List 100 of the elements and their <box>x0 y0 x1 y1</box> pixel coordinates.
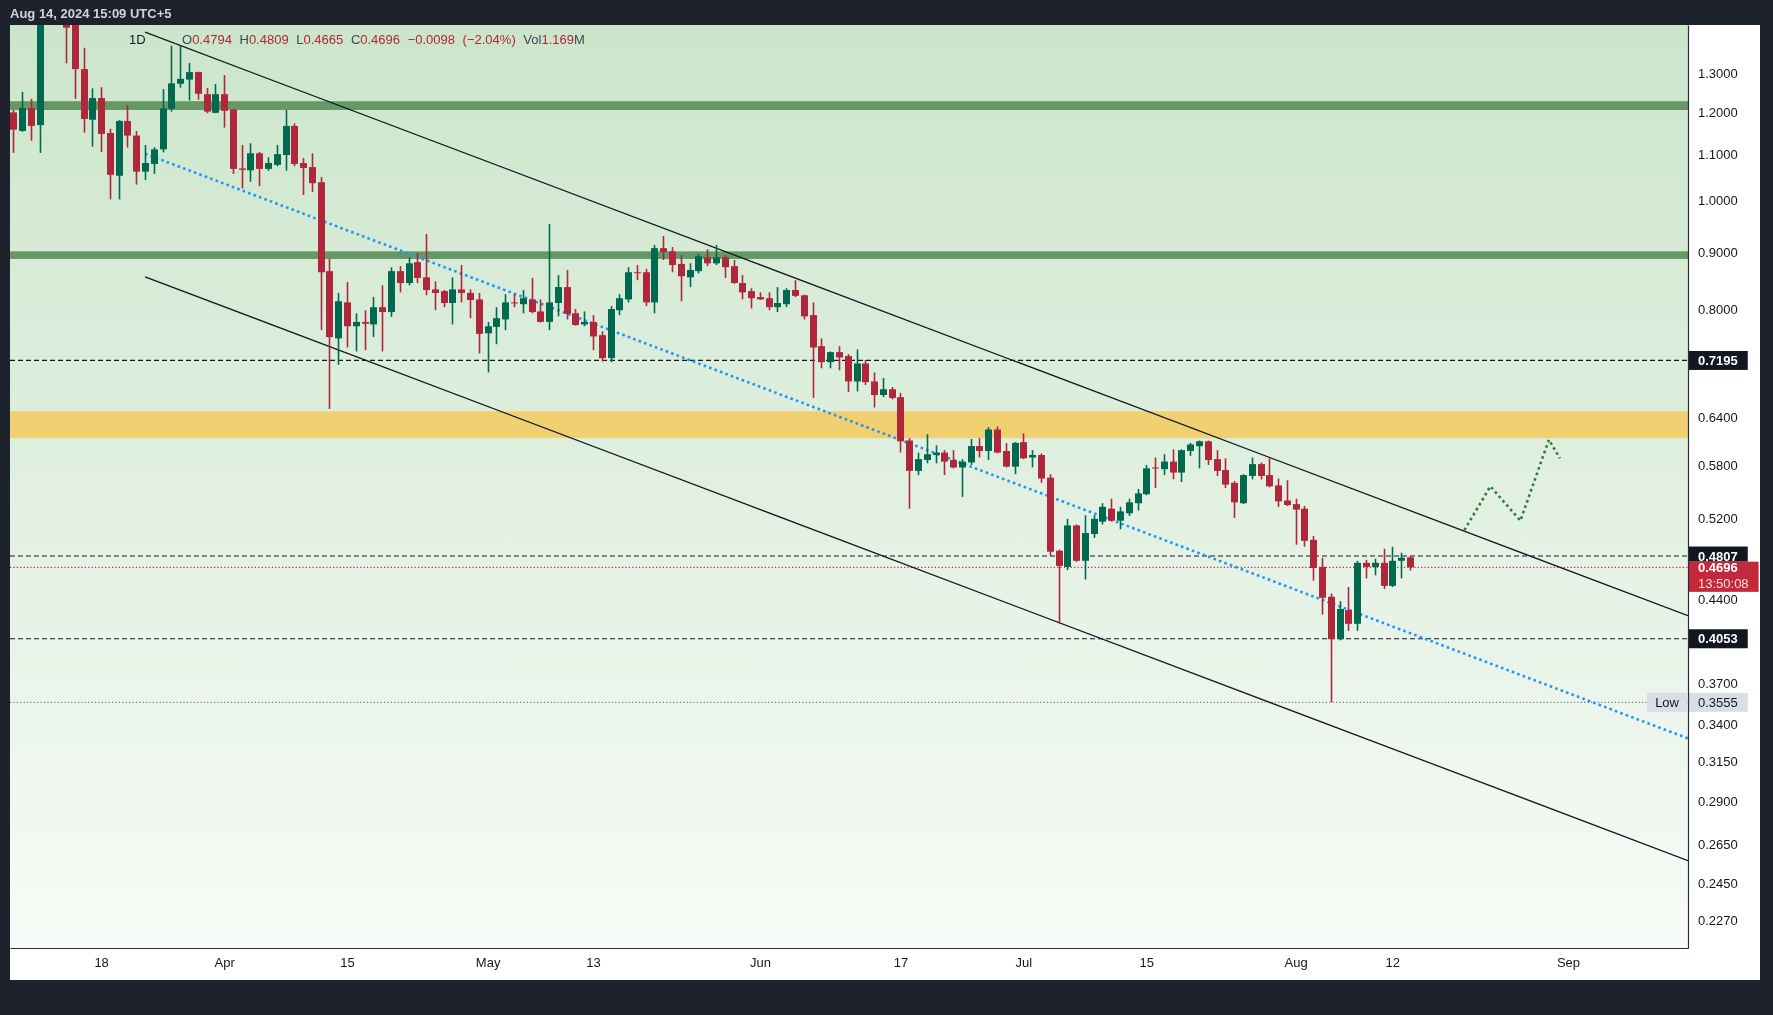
candlestick <box>28 98 35 142</box>
candlestick <box>362 309 369 351</box>
candlestick <box>985 426 992 461</box>
x-tick-label: Jun <box>749 955 771 971</box>
candlestick <box>247 142 254 183</box>
text: O0.4794 H0.4809 L0.4665 C0.4696 −0.0098 (−2.04%) Vol1.169M <box>182 32 585 47</box>
y-tick-label: 0.3555 <box>1698 694 1738 710</box>
candlestick <box>1003 442 1010 469</box>
x-tick-label: Aug <box>1284 955 1308 971</box>
candlestick <box>397 265 404 294</box>
candlestick <box>432 280 439 312</box>
x-tick-label: 15 <box>1139 955 1155 971</box>
y-tick-label: 0.9000 <box>1698 244 1738 260</box>
y-tick-label: 0.3700 <box>1698 675 1738 691</box>
candlestick <box>976 437 983 459</box>
candlestick <box>941 449 948 476</box>
candlestick <box>19 91 26 133</box>
candlestick <box>449 276 456 326</box>
candlestick <box>10 109 17 154</box>
y-tick-label: 0.4053 <box>1698 631 1738 647</box>
x-tick-label: Sep <box>1556 955 1581 971</box>
y-tick-label: 1.2000 <box>1698 105 1738 121</box>
candlestick <box>186 62 193 102</box>
candlestick <box>353 312 360 353</box>
candlestick <box>1381 547 1388 590</box>
candlestick <box>713 244 720 266</box>
candlestick <box>177 44 184 89</box>
candlestick <box>546 223 553 331</box>
candlestick <box>871 371 878 409</box>
candlestick <box>1056 548 1063 625</box>
candlestick <box>1152 456 1159 489</box>
candlestick <box>774 286 781 313</box>
y-tick-label: 0.6400 <box>1698 409 1738 425</box>
candlestick <box>1170 448 1177 481</box>
y-tick-label: 0.2270 <box>1698 912 1738 928</box>
line-series <box>1463 438 1562 532</box>
y-tick-label: 0.5200 <box>1698 510 1738 526</box>
candlestick <box>722 254 729 279</box>
text: 1D <box>129 32 146 47</box>
candlestick <box>1178 448 1185 483</box>
candlestick <box>1020 432 1027 460</box>
candlestick <box>731 259 738 285</box>
candlestick <box>783 287 790 308</box>
ref-line-label: Low <box>1655 694 1680 710</box>
x-tick-label: Apr <box>214 955 236 971</box>
candlestick <box>660 235 667 261</box>
candlestick <box>63 25 70 65</box>
candlestick <box>924 433 931 465</box>
candlestick <box>195 70 202 101</box>
candlestick <box>678 254 685 302</box>
candlestick <box>1196 439 1203 470</box>
candlestick <box>212 83 219 115</box>
candlestick <box>1205 439 1212 466</box>
candlestick <box>590 314 597 351</box>
candlestick <box>274 144 281 167</box>
candlestick <box>555 274 562 318</box>
candlestick <box>414 252 421 284</box>
candlestick <box>124 104 131 149</box>
candlestick <box>915 451 922 476</box>
candlestick <box>801 293 808 321</box>
y-tick-label: 0.2450 <box>1698 875 1738 891</box>
text: 13:50:08 <box>1698 575 1749 591</box>
candlestick <box>467 288 474 319</box>
candlestick <box>1231 480 1238 519</box>
text: Aug 14, 2024 15:09 UTC+5 <box>10 6 172 21</box>
x-tick-label: 15 <box>340 955 355 971</box>
candlestick <box>204 87 211 115</box>
candlestick <box>1161 453 1168 476</box>
x-tick-label: 17 <box>893 955 909 971</box>
candlestick <box>458 264 465 304</box>
candlestick <box>950 449 957 470</box>
y-tick-label: 1.1000 <box>1698 147 1738 163</box>
candlestick <box>994 425 1001 455</box>
y-tick-label: 0.8000 <box>1698 301 1738 317</box>
candlestick <box>309 152 316 193</box>
y-tick-label: 0.2900 <box>1698 793 1738 809</box>
candlestick <box>502 293 509 331</box>
candlestick <box>300 157 307 196</box>
candlestick <box>142 144 149 181</box>
y-tick-label: 0.4400 <box>1698 591 1738 607</box>
candlestick <box>854 348 861 393</box>
candlestick <box>406 256 413 287</box>
candlestick <box>1108 497 1115 523</box>
candlestick <box>1275 477 1282 508</box>
candlestick <box>239 144 246 190</box>
candlestick <box>423 233 430 297</box>
y-tick-label: 0.3150 <box>1698 753 1738 769</box>
y-tick-label: 0.5800 <box>1698 457 1738 473</box>
candlestick <box>1345 586 1352 632</box>
x-tick-label: 12 <box>1385 955 1401 971</box>
candlestick <box>151 146 158 175</box>
candlestick <box>862 359 869 386</box>
y-tick-label: 0.2650 <box>1698 837 1738 853</box>
x-tick-label: May <box>475 955 501 971</box>
candlestick <box>739 274 746 301</box>
x-tick-label: 18 <box>94 955 109 971</box>
candlestick <box>880 377 887 398</box>
candlestick <box>256 151 263 187</box>
candlestick <box>669 246 676 274</box>
candlestick <box>599 330 606 363</box>
